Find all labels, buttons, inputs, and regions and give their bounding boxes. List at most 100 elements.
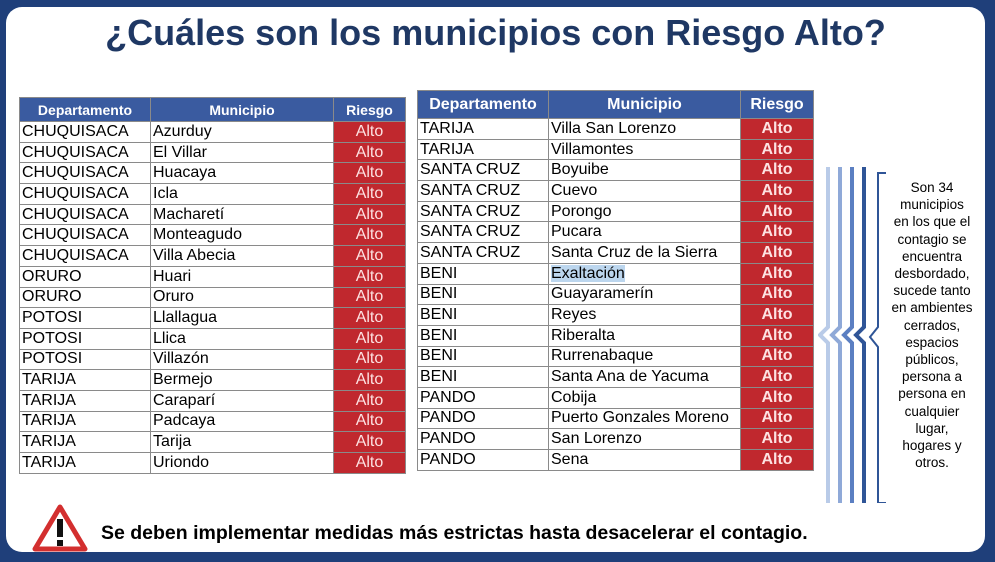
cell-municipio-text: Pucara bbox=[551, 223, 602, 241]
note-line: Son 34 bbox=[910, 180, 954, 195]
cell-departamento: BENI bbox=[417, 366, 549, 388]
cell-departamento-text: BENI bbox=[420, 368, 458, 386]
risk-table-left: Departamento Municipio Riesgo CHUQUISACA… bbox=[19, 97, 406, 474]
cell-departamento-text: CHUQUISACA bbox=[22, 164, 129, 182]
cell-riesgo-text: Alto bbox=[761, 161, 793, 179]
cell-municipio-text: Boyuibe bbox=[551, 161, 609, 179]
cell-municipio-text: Tarija bbox=[153, 433, 192, 451]
cell-departamento: BENI bbox=[417, 345, 549, 368]
cell-riesgo-text: Alto bbox=[761, 450, 793, 468]
cell-departamento: CHUQUISACA bbox=[19, 162, 151, 185]
table-row: CHUQUISACA Macharetí Alto bbox=[19, 203, 406, 226]
cell-riesgo: Alto bbox=[740, 428, 814, 450]
cell-departamento: POTOSI bbox=[19, 327, 151, 350]
cell-departamento-text: ORURO bbox=[22, 288, 82, 306]
table-header-row: Departamento Municipio Riesgo bbox=[417, 90, 814, 119]
cell-departamento-text: POTOSI bbox=[22, 309, 83, 327]
cell-departamento-text: TARIJA bbox=[420, 119, 474, 137]
header-municipio: Municipio bbox=[150, 97, 334, 122]
cell-riesgo: Alto bbox=[333, 141, 406, 164]
cell-municipio-text: Oruro bbox=[153, 288, 194, 306]
cell-departamento-text: PANDO bbox=[420, 388, 476, 406]
cell-departamento: SANTA CRUZ bbox=[417, 242, 549, 264]
cell-municipio: Bermejo bbox=[150, 369, 334, 391]
cell-departamento: SANTA CRUZ bbox=[417, 221, 549, 244]
cell-municipio: Puerto Gonzales Moreno bbox=[548, 407, 741, 430]
cell-riesgo: Alto bbox=[740, 159, 814, 182]
cell-riesgo-text: Alto bbox=[355, 453, 384, 471]
cell-riesgo-text: Alto bbox=[761, 388, 793, 406]
cell-municipio-text: Monteagudo bbox=[153, 226, 242, 244]
cell-riesgo: Alto bbox=[333, 286, 406, 309]
risk-table-right: Departamento Municipio Riesgo TARIJA Vill… bbox=[417, 90, 814, 471]
cell-riesgo-text: Alto bbox=[761, 119, 793, 137]
note-line: desbordado, bbox=[894, 266, 970, 282]
note-line: otros. bbox=[915, 455, 949, 471]
cell-municipio-text: Uriondo bbox=[153, 453, 210, 471]
warning-icon bbox=[32, 504, 88, 552]
cell-municipio-text: Caraparí bbox=[153, 391, 216, 409]
summary-note: Son 34 municipios en los que el contagio se… bbox=[884, 179, 980, 471]
cell-departamento-text: SANTA CRUZ bbox=[420, 202, 521, 220]
table-row: TARIJA Villamontes Alto bbox=[417, 138, 814, 161]
cell-municipio-text: Huacaya bbox=[153, 164, 217, 182]
note-line: en ambientes bbox=[891, 300, 973, 316]
note-line: contagio se bbox=[897, 231, 967, 247]
table-row: TARIJA Villa San Lorenzo Alto bbox=[417, 118, 814, 140]
cell-departamento: CHUQUISACA bbox=[19, 245, 151, 267]
table-header-row: Departamento Municipio Riesgo bbox=[19, 97, 406, 122]
cell-departamento: TARIJA bbox=[19, 369, 151, 391]
cell-municipio-text: Macharetí bbox=[153, 205, 225, 223]
cell-departamento: ORURO bbox=[19, 265, 151, 288]
table-row: PANDO Puerto Gonzales Moreno Alto bbox=[417, 407, 814, 430]
cell-municipio-text: Reyes bbox=[551, 306, 597, 324]
table-row: ORURO Oruro Alto bbox=[19, 286, 406, 309]
cell-municipio-text: Villamontes bbox=[551, 140, 634, 158]
cell-riesgo: Alto bbox=[740, 221, 814, 244]
cell-municipio-text: Sena bbox=[551, 450, 589, 468]
cell-riesgo: Alto bbox=[333, 183, 406, 205]
cell-riesgo-text: Alto bbox=[761, 326, 793, 344]
cell-riesgo: Alto bbox=[740, 200, 814, 223]
cell-departamento: SANTA CRUZ bbox=[417, 159, 549, 182]
cell-departamento-text: BENI bbox=[420, 285, 458, 303]
cell-departamento-text: BENI bbox=[420, 306, 458, 324]
cell-municipio-text: Riberalta bbox=[551, 326, 616, 344]
cell-municipio: Huari bbox=[150, 265, 334, 288]
cell-riesgo-text: Alto bbox=[761, 306, 793, 324]
cell-riesgo-text: Alto bbox=[761, 409, 793, 427]
cell-municipio: San Lorenzo bbox=[548, 428, 741, 450]
cell-municipio: Pucara bbox=[548, 221, 741, 244]
cell-municipio: Guayaramerín bbox=[548, 283, 741, 306]
cell-departamento: TARIJA bbox=[19, 431, 151, 453]
header-municipio: Municipio bbox=[548, 90, 741, 119]
cell-riesgo: Alto bbox=[740, 242, 814, 264]
cell-departamento: PANDO bbox=[417, 386, 549, 409]
cell-riesgo: Alto bbox=[740, 180, 814, 202]
table-row: POTOSI Llallagua Alto bbox=[19, 307, 406, 329]
cell-departamento-text: PANDO bbox=[420, 430, 476, 448]
cell-riesgo-text: Alto bbox=[355, 412, 384, 430]
header-departamento: Departamento bbox=[19, 97, 151, 122]
cell-municipio-text: Padcaya bbox=[153, 412, 216, 430]
cell-riesgo: Alto bbox=[333, 162, 406, 185]
table-row: BENI Reyes Alto bbox=[417, 304, 814, 326]
cell-departamento: PANDO bbox=[417, 407, 549, 430]
cell-riesgo: Alto bbox=[333, 203, 406, 226]
cell-riesgo: Alto bbox=[740, 345, 814, 368]
cell-municipio: Macharetí bbox=[150, 203, 334, 226]
cell-riesgo: Alto bbox=[333, 307, 406, 329]
cell-riesgo-text: Alto bbox=[761, 243, 793, 261]
cell-riesgo: Alto bbox=[740, 407, 814, 430]
cell-riesgo-text: Alto bbox=[761, 223, 793, 241]
cell-municipio: Villa San Lorenzo bbox=[548, 118, 741, 140]
note-line: persona a bbox=[901, 369, 963, 385]
cell-departamento: BENI bbox=[417, 283, 549, 306]
table-row: TARIJA Tarija Alto bbox=[19, 431, 406, 453]
cell-riesgo: Alto bbox=[740, 324, 814, 347]
cell-departamento-text: BENI bbox=[420, 347, 458, 365]
cell-riesgo-text: Alto bbox=[355, 205, 384, 223]
table-row: TARIJA Caraparí Alto bbox=[19, 389, 406, 412]
cell-departamento: ORURO bbox=[19, 286, 151, 309]
cell-riesgo-text: Alto bbox=[761, 202, 793, 220]
